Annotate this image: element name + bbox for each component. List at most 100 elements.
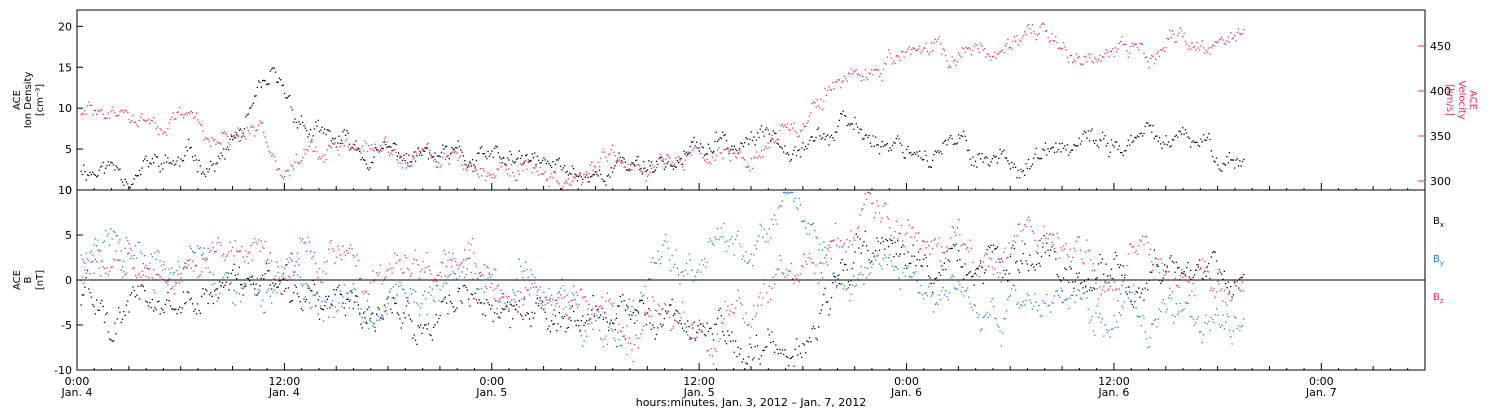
bz-point [645,312,647,315]
velocity-point [754,156,756,158]
bz-point [124,274,126,276]
bz-point [121,276,124,278]
by-point [344,302,347,305]
density-point [455,147,457,149]
bz-point [324,261,326,263]
bx-point [913,255,916,257]
bx-point [951,247,953,249]
by-point [1147,347,1149,349]
bx-point [701,330,703,332]
bz-point [153,289,155,292]
bx-point [1221,273,1223,275]
density-point [309,128,312,131]
density-point [541,159,544,162]
bx-point [1127,286,1129,288]
bz-point [173,293,176,295]
bx-point [983,272,986,274]
velocity-point [1202,47,1205,49]
by-point [551,294,553,296]
velocity-point [838,79,840,81]
by-point [1046,293,1048,296]
by-point [655,262,658,264]
velocity-point [138,120,141,122]
velocity-point [514,179,516,182]
bx-point [567,326,570,329]
bz-point [361,291,363,293]
bx-point [447,313,449,315]
density-point [749,138,751,140]
by-point [508,308,510,310]
velocity-point [158,133,160,136]
by-point [1155,318,1157,321]
bz-point [737,289,739,292]
by-point [298,264,300,266]
velocity-point [111,106,113,108]
bx-point [675,309,677,311]
density-point [387,146,389,148]
density-point [720,138,723,140]
velocity-point [1060,47,1062,50]
by-point [341,305,343,308]
velocity-point [316,151,318,153]
velocity-point [114,112,116,114]
by-point [610,328,612,330]
bx-point [429,333,431,336]
velocity-point [811,103,813,105]
by-point [646,297,649,299]
velocity-point [582,181,584,184]
bx-point [210,292,212,294]
by-point [465,274,467,276]
bz-point [464,249,466,251]
bz-point [300,240,303,242]
velocity-point [433,160,435,162]
by-point [578,319,580,322]
bz-point [337,245,339,248]
velocity-point [1099,54,1101,56]
bz-point [771,287,773,289]
bz-point [103,267,106,270]
velocity-point [252,126,255,129]
velocity-point [561,188,563,190]
density-point [193,159,195,162]
velocity-point [468,166,470,168]
velocity-point [194,116,196,118]
density-point [557,159,559,161]
bz-point [342,245,344,247]
bz-point [772,276,774,278]
by-point [241,287,243,289]
by-point [134,245,137,247]
bx-point [202,288,204,290]
by-point [643,294,645,296]
bx-point [1035,263,1037,266]
bx-point [631,314,633,316]
bz-point [641,329,643,331]
bx-point [1096,277,1098,279]
by-point [331,300,334,302]
bx-point [648,308,650,310]
bz-point [1016,235,1018,237]
bx-point [203,293,205,295]
bz-point [1078,236,1080,238]
density-point [764,129,767,131]
density-point [370,161,373,164]
bx-point [105,313,107,316]
bz-point [1097,298,1100,300]
bz-point [1050,233,1052,235]
velocity-point [868,72,870,74]
by-point [427,291,430,294]
density-axis-title-line2: Ion Density [23,72,34,129]
density-point [994,156,996,158]
bx-point [628,314,630,316]
velocity-point [449,153,452,156]
by-point [132,257,134,260]
density-point [112,164,115,166]
bx-point [513,305,515,307]
bx-point [600,314,602,316]
bx-point [409,318,411,320]
bz-point [588,303,590,306]
by-point [545,296,548,298]
velocity-point [464,163,466,165]
bz-point [1062,245,1065,247]
bz-point [1239,289,1241,291]
